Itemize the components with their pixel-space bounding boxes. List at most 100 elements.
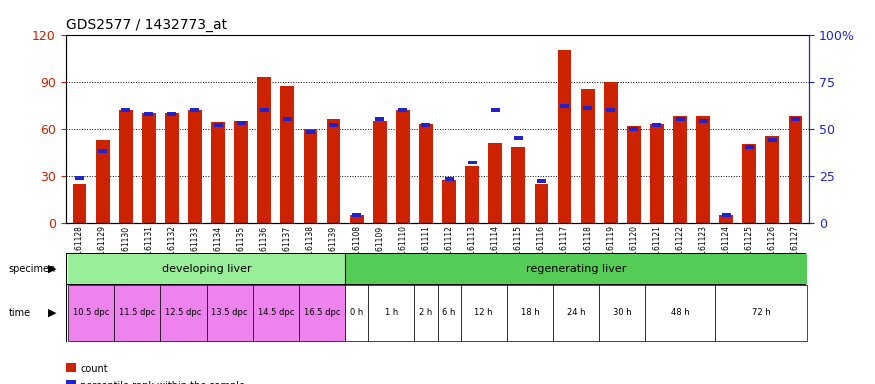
Bar <box>438 285 460 341</box>
Bar <box>626 126 640 223</box>
Bar <box>560 104 569 108</box>
Bar <box>537 179 546 183</box>
Text: ▶: ▶ <box>48 264 57 274</box>
Bar <box>653 123 662 127</box>
Bar <box>68 254 345 283</box>
Bar <box>604 82 618 223</box>
Text: 13.5 dpc: 13.5 dpc <box>212 308 248 318</box>
Bar <box>73 184 87 223</box>
Bar <box>368 285 415 341</box>
Bar <box>260 108 269 112</box>
Bar <box>791 117 800 121</box>
Text: developing liver: developing liver <box>162 264 251 274</box>
Bar <box>422 123 430 127</box>
Text: 30 h: 30 h <box>613 308 632 318</box>
Bar <box>722 213 731 217</box>
Bar <box>188 110 202 223</box>
Text: specimen: specimen <box>9 264 56 274</box>
Text: 12.5 dpc: 12.5 dpc <box>165 308 201 318</box>
Bar <box>419 124 433 223</box>
Bar <box>352 213 361 217</box>
Bar <box>375 117 384 121</box>
Bar <box>444 177 453 181</box>
Bar <box>646 285 715 341</box>
Bar <box>415 285 438 341</box>
Bar <box>345 254 807 283</box>
Bar <box>211 122 225 223</box>
Text: 48 h: 48 h <box>671 308 690 318</box>
Bar <box>673 116 687 223</box>
Bar <box>442 180 456 223</box>
Text: time: time <box>9 308 31 318</box>
Bar <box>698 119 708 123</box>
Bar <box>768 138 777 142</box>
Bar <box>165 113 178 223</box>
Bar <box>68 285 114 341</box>
Text: 14.5 dpc: 14.5 dpc <box>257 308 294 318</box>
Bar <box>191 108 200 112</box>
Bar <box>788 116 802 223</box>
Bar <box>299 285 345 341</box>
Text: percentile rank within the sample: percentile rank within the sample <box>80 381 246 384</box>
Bar <box>715 285 807 341</box>
Bar <box>345 285 368 341</box>
Bar <box>144 112 153 116</box>
Text: count: count <box>80 364 108 374</box>
Bar <box>650 124 664 223</box>
Text: regenerating liver: regenerating liver <box>526 264 626 274</box>
Text: 18 h: 18 h <box>521 308 539 318</box>
Bar <box>396 110 410 223</box>
Bar <box>253 285 299 341</box>
Text: 11.5 dpc: 11.5 dpc <box>119 308 156 318</box>
Text: 24 h: 24 h <box>567 308 585 318</box>
Bar <box>373 121 387 223</box>
Bar <box>398 108 408 112</box>
Text: ▶: ▶ <box>48 308 57 318</box>
Bar <box>234 121 248 223</box>
Bar <box>280 86 294 223</box>
Bar <box>581 89 595 223</box>
Bar <box>514 136 523 140</box>
Bar <box>121 108 130 112</box>
Bar <box>206 285 253 341</box>
Text: 6 h: 6 h <box>443 308 456 318</box>
Bar <box>236 121 246 125</box>
Bar <box>326 119 340 223</box>
Bar <box>553 285 599 341</box>
Bar <box>306 131 315 134</box>
Bar <box>350 215 364 223</box>
Bar <box>119 110 133 223</box>
Bar <box>742 144 756 223</box>
Bar <box>98 149 107 153</box>
Bar <box>214 123 222 127</box>
Bar <box>511 147 525 223</box>
Bar <box>142 113 156 223</box>
Bar <box>507 285 553 341</box>
Text: 0 h: 0 h <box>350 308 363 318</box>
Bar <box>599 285 646 341</box>
Bar <box>676 117 684 121</box>
Bar <box>160 285 206 341</box>
Bar <box>466 166 480 223</box>
Text: 16.5 dpc: 16.5 dpc <box>304 308 340 318</box>
Bar <box>283 117 292 121</box>
Bar <box>488 143 502 223</box>
Bar <box>75 175 84 180</box>
Bar <box>467 161 477 164</box>
Text: 12 h: 12 h <box>474 308 493 318</box>
Bar <box>491 108 500 112</box>
Text: 2 h: 2 h <box>419 308 432 318</box>
Bar <box>257 77 271 223</box>
Bar <box>557 50 571 223</box>
Bar <box>766 136 780 223</box>
Bar <box>167 112 177 116</box>
Bar <box>114 285 160 341</box>
Bar <box>460 285 507 341</box>
Bar <box>745 146 754 149</box>
Bar <box>329 123 338 127</box>
Bar <box>535 184 549 223</box>
Text: GDS2577 / 1432773_at: GDS2577 / 1432773_at <box>66 18 227 32</box>
Text: 72 h: 72 h <box>752 308 770 318</box>
Bar <box>606 108 615 112</box>
Bar <box>304 129 318 223</box>
